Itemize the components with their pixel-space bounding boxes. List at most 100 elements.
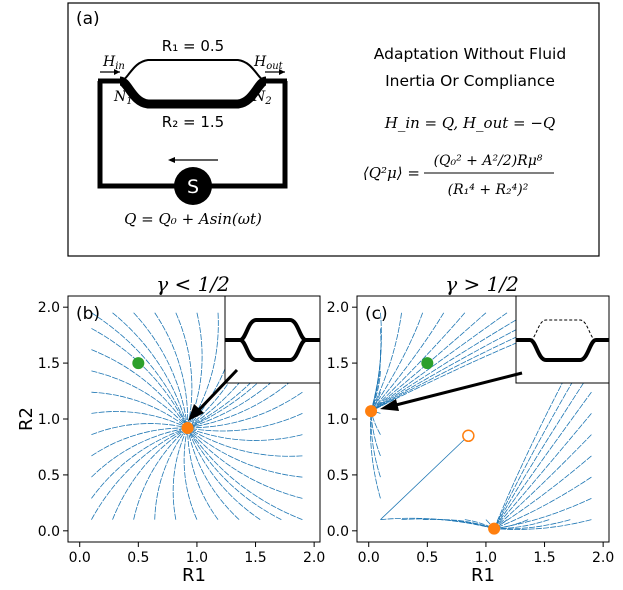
streamline [172, 427, 188, 520]
stable-point [181, 421, 194, 434]
panel-c-label: (c) [365, 304, 388, 324]
y-tick-label: 1.5 [38, 356, 60, 372]
r1-label: R₁ = 0.5 [162, 37, 224, 55]
y-tick-label: 0.0 [38, 524, 60, 540]
flow-arrowhead [168, 157, 175, 163]
streamline [493, 370, 592, 529]
streamline [493, 391, 592, 529]
panel-c-title: γ > 1/2 [445, 272, 519, 296]
n1-label: N1 [113, 89, 133, 107]
stable-point [365, 405, 378, 418]
h-in-label: Hin [102, 54, 125, 72]
unstable-point [462, 429, 475, 443]
streamline [370, 411, 381, 478]
vessel-r2 [118, 76, 268, 109]
x-tick-label: 2.0 [592, 550, 614, 566]
streamline [187, 427, 219, 520]
streamline [187, 413, 303, 432]
streamline [91, 391, 188, 429]
n2-label: N2 [252, 89, 272, 107]
circuit-diagram: S R₁ = 0.5 R₂ = 1.5 Hin Hout N1 N2 Q = Q… [97, 37, 288, 228]
streamline [133, 427, 188, 520]
streamline [370, 411, 381, 457]
panel-b-pointer-arrowhead [188, 404, 204, 421]
y-tick-label: 0.0 [327, 524, 349, 540]
y-tick-label: 2.0 [38, 300, 60, 316]
h-out-arrowhead [279, 69, 285, 75]
inset-b-vessel [225, 318, 320, 362]
streamline [494, 498, 592, 529]
streamline [187, 427, 240, 520]
panel-b-label: (b) [76, 304, 100, 324]
panel-b-ticks: 0.0 0.5 1.0 1.5 2.0 0.0 0.5 1.0 1.5 2.0 [38, 300, 326, 566]
y-tick-label: 0.5 [38, 468, 60, 484]
streamline [112, 427, 188, 520]
y-tick-label: 1.5 [327, 356, 349, 372]
streamline [91, 328, 188, 429]
formula-denominator: (R₁⁴ + R₂⁴)² [448, 182, 529, 198]
green-point [132, 357, 145, 370]
panel-b: γ < 1/2 0.0 0.5 1.0 1.5 2.0 0.0 0.5 1.0 1.5 2.0 (… [16, 272, 325, 586]
x-tick-label: 0.0 [69, 550, 91, 566]
streamline [175, 312, 193, 429]
streamline [91, 370, 188, 429]
streamline [91, 427, 188, 457]
panel-a-label: (a) [76, 9, 100, 29]
panel-b-pointer-arrow [194, 368, 239, 415]
streamline [370, 312, 529, 412]
y-tick-label: 1.0 [38, 412, 60, 428]
panel-a-frame [67, 2, 600, 257]
streamline [187, 427, 303, 521]
streamline [187, 427, 282, 520]
streamline [91, 427, 188, 499]
streamline [370, 312, 487, 412]
streamline [187, 427, 303, 441]
streamline [133, 312, 188, 428]
stable-point [488, 522, 501, 535]
streamline [154, 312, 189, 428]
source-symbol: S [187, 176, 199, 198]
streamline [187, 427, 303, 478]
streamline [91, 423, 188, 436]
panel-c-ticks: 0.0 0.5 1.0 1.5 2.0 0.0 0.5 1.0 1.5 2.0 [327, 300, 615, 566]
h-out-label: Hout [253, 54, 284, 72]
streamline [370, 312, 402, 412]
streamline [187, 391, 303, 429]
x-tick-label: 1.5 [533, 550, 555, 566]
panel-b-title: γ < 1/2 [156, 272, 230, 296]
streamline [370, 328, 382, 412]
inset-c-vessel-dashed [529, 319, 597, 341]
inset-c-vessel-thick [516, 338, 609, 362]
streamline [494, 519, 592, 530]
panel-b-streamlines [91, 312, 303, 521]
panel-a: (a) S R₁ = 0.5 R₂ = 1.5 Hin Hout N1 N2 [67, 2, 600, 257]
panel-c-pointer-arrow [391, 371, 523, 408]
streamline [370, 312, 445, 412]
separatrix [380, 435, 469, 520]
panel-b-xlabel: R1 [182, 565, 206, 586]
streamline [187, 427, 261, 520]
streamline [464, 519, 495, 529]
streamline [187, 427, 303, 499]
x-tick-label: 1.5 [244, 550, 266, 566]
streamline [370, 312, 466, 412]
flow-equation: Q = Q₀ + Asin(ωt) [124, 210, 262, 228]
panel-c: γ > 1/2 0.0 0.5 1.0 1.5 2.0 0.0 0.5 1.0 1.5 2.0 (… [327, 272, 615, 586]
streamline [370, 312, 508, 412]
streamline [91, 411, 188, 429]
vessel-r1 [119, 59, 267, 82]
panel-a-title-line2: Inertia Or Compliance [385, 72, 555, 90]
streamline [91, 349, 188, 429]
streamline [493, 455, 592, 529]
streamline [493, 476, 592, 529]
x-tick-label: 0.0 [358, 550, 380, 566]
streamline [91, 427, 188, 520]
flow-source [174, 167, 212, 205]
panel-c-xlabel: R1 [471, 565, 495, 586]
x-tick-label: 1.0 [186, 550, 208, 566]
y-tick-label: 0.5 [327, 468, 349, 484]
streamline [493, 434, 592, 529]
streamline [183, 427, 198, 520]
streamline [187, 312, 219, 429]
streamline [91, 427, 188, 478]
